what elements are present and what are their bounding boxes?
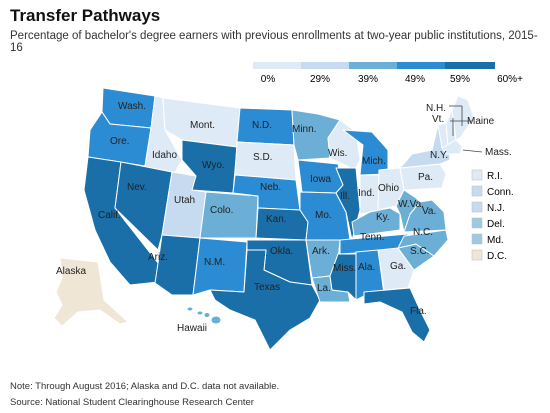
- state-label: Wis.: [328, 148, 347, 159]
- state-label: Mich.: [362, 156, 386, 167]
- state-label: Okla.: [270, 246, 293, 257]
- legend-label: 29%: [310, 74, 330, 85]
- small-states-legend: R.I. Conn. N.J. Del. Md. D.C.: [471, 169, 514, 262]
- state-label: N.Y.: [430, 150, 448, 161]
- state-alaska[interactable]: [53, 257, 129, 327]
- state-ga[interactable]: [377, 247, 415, 291]
- legend-swatch-3: [349, 62, 397, 69]
- leader-lines: [449, 105, 483, 153]
- small-state-swatch: [471, 217, 483, 229]
- state-label: N.C.: [413, 227, 433, 238]
- state-label: Ark.: [312, 246, 330, 257]
- state-label: Minn.: [292, 124, 316, 135]
- state-label: Hawaii: [177, 323, 207, 334]
- chart-title: Transfer Pathways: [10, 6, 161, 25]
- state-label: Mo.: [315, 210, 332, 221]
- state-label: Tenn.: [360, 232, 384, 243]
- state-label: Texas: [254, 282, 280, 293]
- state-hawaii[interactable]: [186, 306, 222, 325]
- state-label: Idaho: [152, 150, 177, 161]
- state-texas[interactable]: [209, 249, 321, 351]
- legend-swatch-4: [397, 62, 445, 69]
- state-label: Miss.: [333, 263, 356, 274]
- state-label: Ariz.: [148, 252, 168, 263]
- state-label: Ill.: [340, 191, 350, 202]
- chart-note: Note: Through August 2016; Alaska and D.…: [10, 381, 280, 392]
- state-label: Va.: [422, 206, 436, 217]
- state-label: Colo.: [210, 205, 233, 216]
- state-mass[interactable]: [441, 139, 463, 155]
- state-label: Alaska: [56, 266, 86, 277]
- state-label: S.D.: [253, 152, 272, 163]
- state-nev[interactable]: [114, 161, 173, 251]
- small-state-label: Conn.: [487, 187, 514, 198]
- state-label: Mont.: [190, 120, 215, 131]
- small-state-swatch: [471, 249, 483, 261]
- state-label: Ohio: [378, 183, 400, 194]
- chart-source: Source: National Student Clearinghouse R…: [10, 397, 254, 408]
- small-state-swatch: [471, 185, 483, 197]
- state-label: La.: [317, 283, 331, 294]
- legend-label: 59%: [450, 74, 470, 85]
- state-label: N.D.: [252, 120, 272, 131]
- state-label: Wyo.: [202, 160, 225, 171]
- state-ariz[interactable]: [154, 234, 201, 296]
- state-label: N.H.: [426, 103, 446, 114]
- state-label: Calif.: [98, 210, 121, 221]
- state-label: Ky.: [376, 212, 390, 223]
- state-label: N.M.: [204, 257, 225, 268]
- legend-label: 39%: [358, 74, 378, 85]
- state-label: Pa.: [418, 172, 433, 183]
- state-fla[interactable]: [363, 287, 431, 343]
- state-label: Iowa: [310, 174, 332, 185]
- legend-label: 60%+: [497, 74, 523, 85]
- small-state-swatch: [471, 233, 483, 245]
- chart-subtitle: Percentage of bachelor's degree earners …: [10, 30, 538, 54]
- state-label: Ala.: [358, 262, 375, 273]
- state-label: Ind.: [358, 188, 375, 199]
- small-state-label: D.C.: [487, 251, 507, 262]
- state-label: Maine: [467, 116, 495, 127]
- small-state-label: Del.: [487, 219, 505, 230]
- state-label: W.Va.: [398, 199, 424, 210]
- state-label: Kan.: [266, 214, 287, 225]
- state-label: Ga.: [390, 261, 406, 272]
- state-label: Nev.: [127, 182, 147, 193]
- state-label: Mass.: [485, 147, 512, 158]
- state-label: Neb.: [260, 182, 281, 193]
- legend-label: 0%: [261, 74, 276, 85]
- state-label: Ore.: [110, 136, 129, 147]
- legend: 0% 29% 39% 49% 59% 60%+: [253, 62, 523, 85]
- small-state-swatch: [471, 201, 483, 213]
- legend-swatch-5: [445, 62, 495, 69]
- small-state-label: R.I.: [487, 171, 503, 182]
- state-wva[interactable]: [395, 189, 421, 233]
- state-label: Utah: [174, 195, 195, 206]
- small-state-label: N.J.: [487, 203, 505, 214]
- state-label: Wash.: [118, 101, 146, 112]
- state-label: Fla.: [410, 306, 427, 317]
- small-state-label: Md.: [487, 235, 504, 246]
- legend-label: 49%: [405, 74, 425, 85]
- state-label: Vt.: [432, 114, 444, 125]
- state-label: S.C.: [410, 246, 429, 257]
- small-state-swatch: [471, 169, 483, 181]
- legend-swatch-1: [253, 62, 301, 69]
- legend-swatch-2: [301, 62, 349, 69]
